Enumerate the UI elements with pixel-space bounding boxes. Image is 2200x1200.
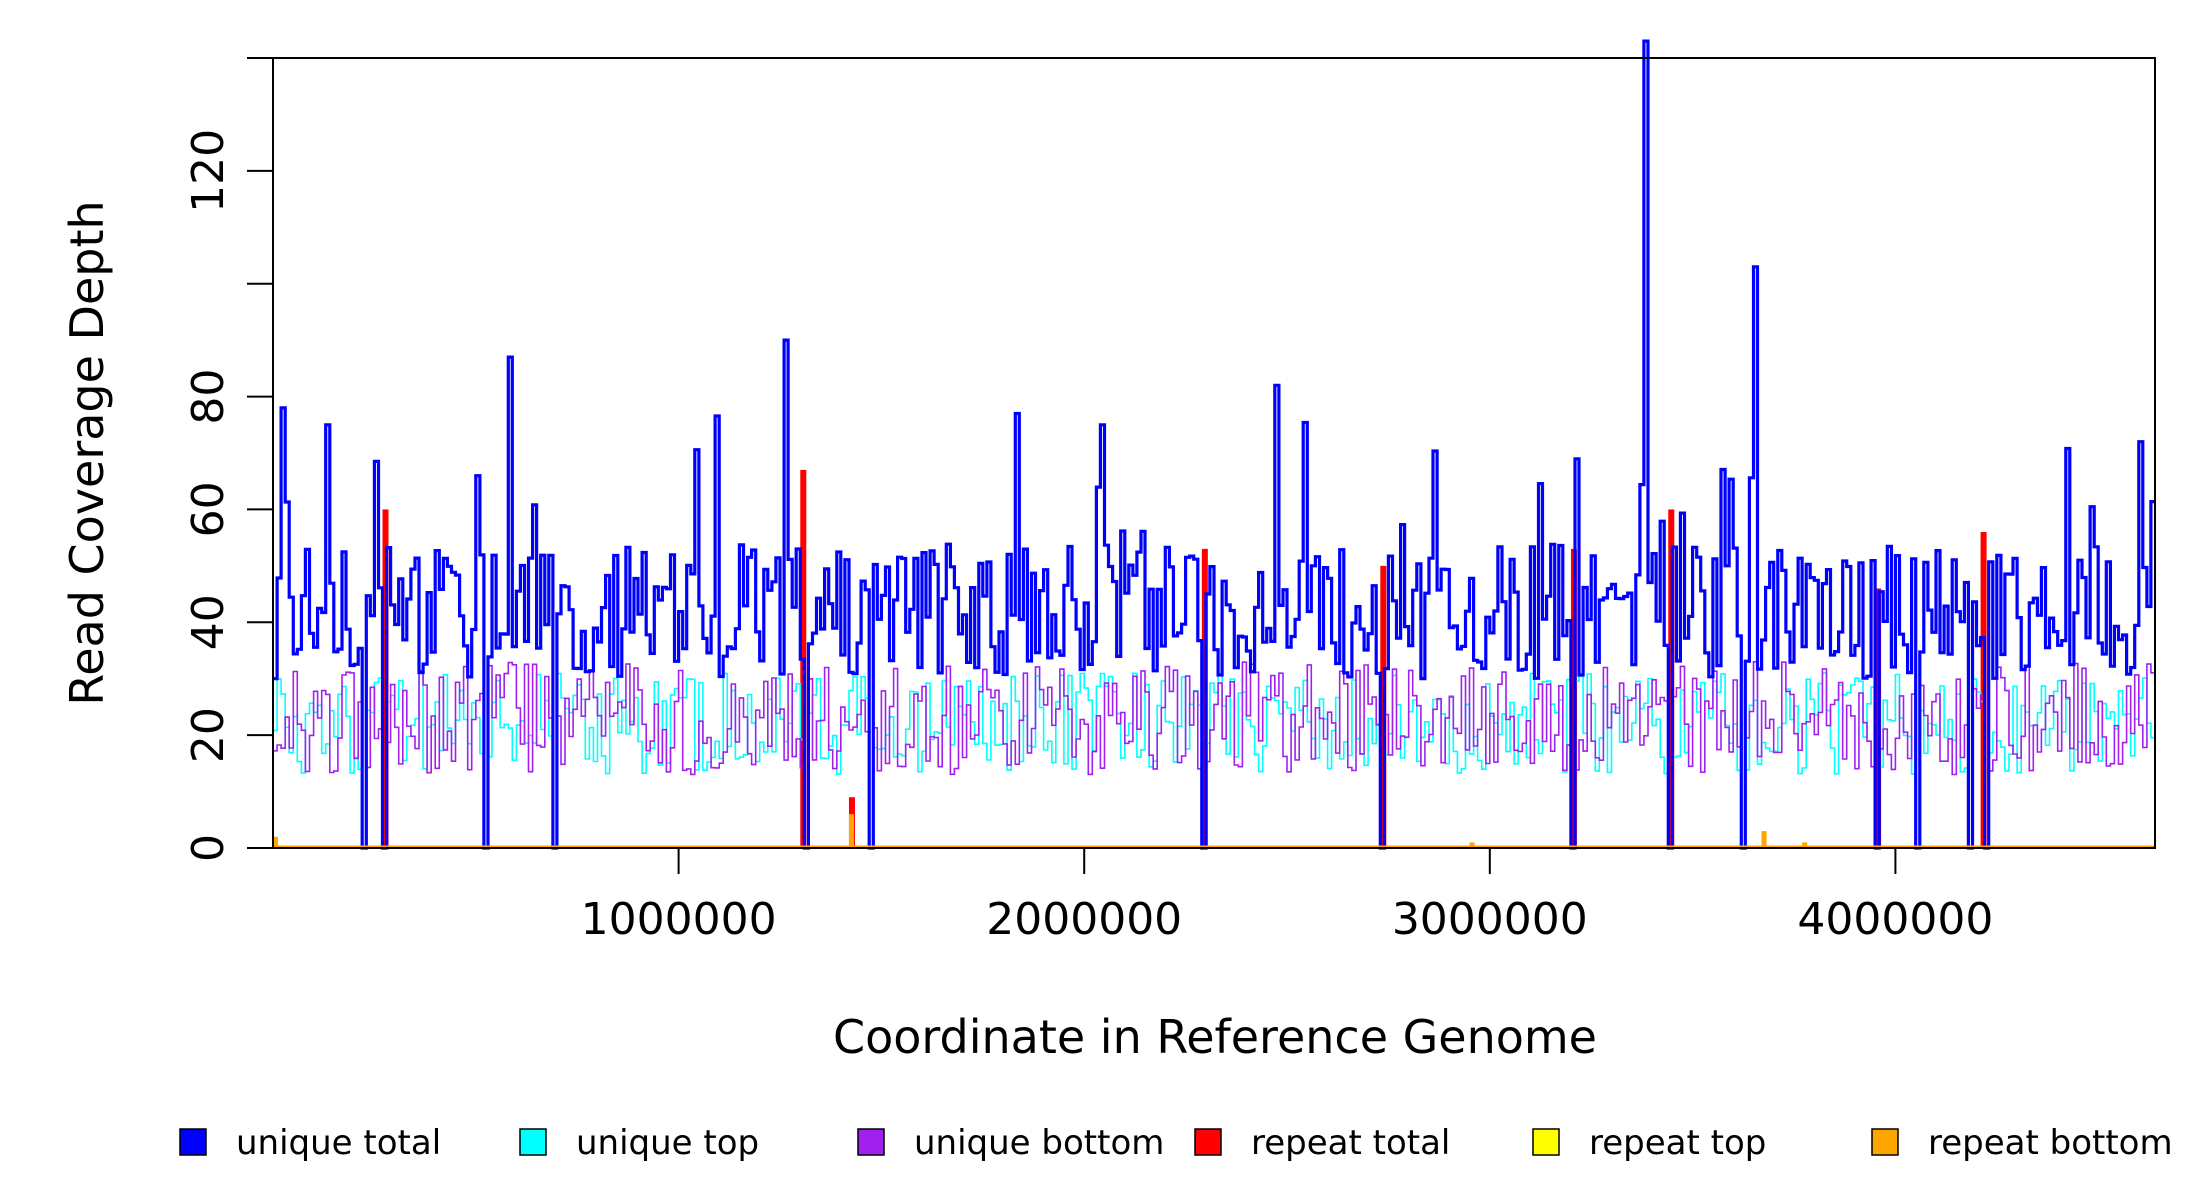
legend-item: unique bottom [857,1123,1164,1163]
legend-item: unique total [179,1123,441,1163]
y-tick-label: 60 [183,481,234,537]
legend-item: repeat total [1194,1123,1450,1163]
repeat-bottom-peak [273,836,278,848]
legend-swatch [1532,1128,1560,1156]
axes-layer: 0 20 40 60 80 120 1000000 2000000 3000000 4000000 [183,57,1993,945]
x-tick-label: 3000000 [1392,894,1588,945]
y-tick-label: 20 [183,707,234,763]
legend-label: repeat top [1589,1123,1766,1163]
series-layer [273,39,2155,850]
y-tick-label: 0 [183,834,234,862]
plot-frame [272,57,2156,849]
legend-label: repeat bottom [1928,1123,2173,1163]
legend: unique total unique top unique bottom repea… [179,1123,2173,1163]
series-unique-top [273,672,2155,849]
y-axis-title: Read Coverage Depth [60,200,114,705]
y-tick-label: 40 [183,594,234,650]
repeat-bottom-peak [1469,842,1475,848]
legend-item: unique top [519,1123,759,1163]
repeat-bottom-peak [848,814,854,848]
legend-swatch [1194,1128,1222,1156]
legend-label: unique top [576,1123,759,1163]
legend-item: repeat top [1532,1123,1766,1163]
repeat-bottom-peak [1761,831,1767,848]
legend-swatch [857,1128,885,1156]
x-tick-label: 2000000 [986,894,1182,945]
series-unique-total [273,39,2155,850]
repeat-bottom-peak [1802,842,1808,848]
legend-swatch [179,1128,207,1156]
series-unique-bottom [273,661,2155,849]
legend-swatch [1871,1128,1899,1156]
legend-label: unique bottom [914,1123,1164,1163]
legend-label: unique total [236,1123,441,1163]
x-tick-label: 4000000 [1797,894,1993,945]
y-tick-label: 120 [183,129,234,213]
series-repeat-bottom [273,814,1808,848]
y-tick-label: 80 [183,369,234,425]
legend-label: repeat total [1251,1123,1450,1163]
legend-swatch [519,1128,547,1156]
x-tick-label: 1000000 [581,894,777,945]
legend-item: repeat bottom [1871,1123,2173,1163]
x-axis-title: Coordinate in Reference Genome [833,1010,1597,1064]
